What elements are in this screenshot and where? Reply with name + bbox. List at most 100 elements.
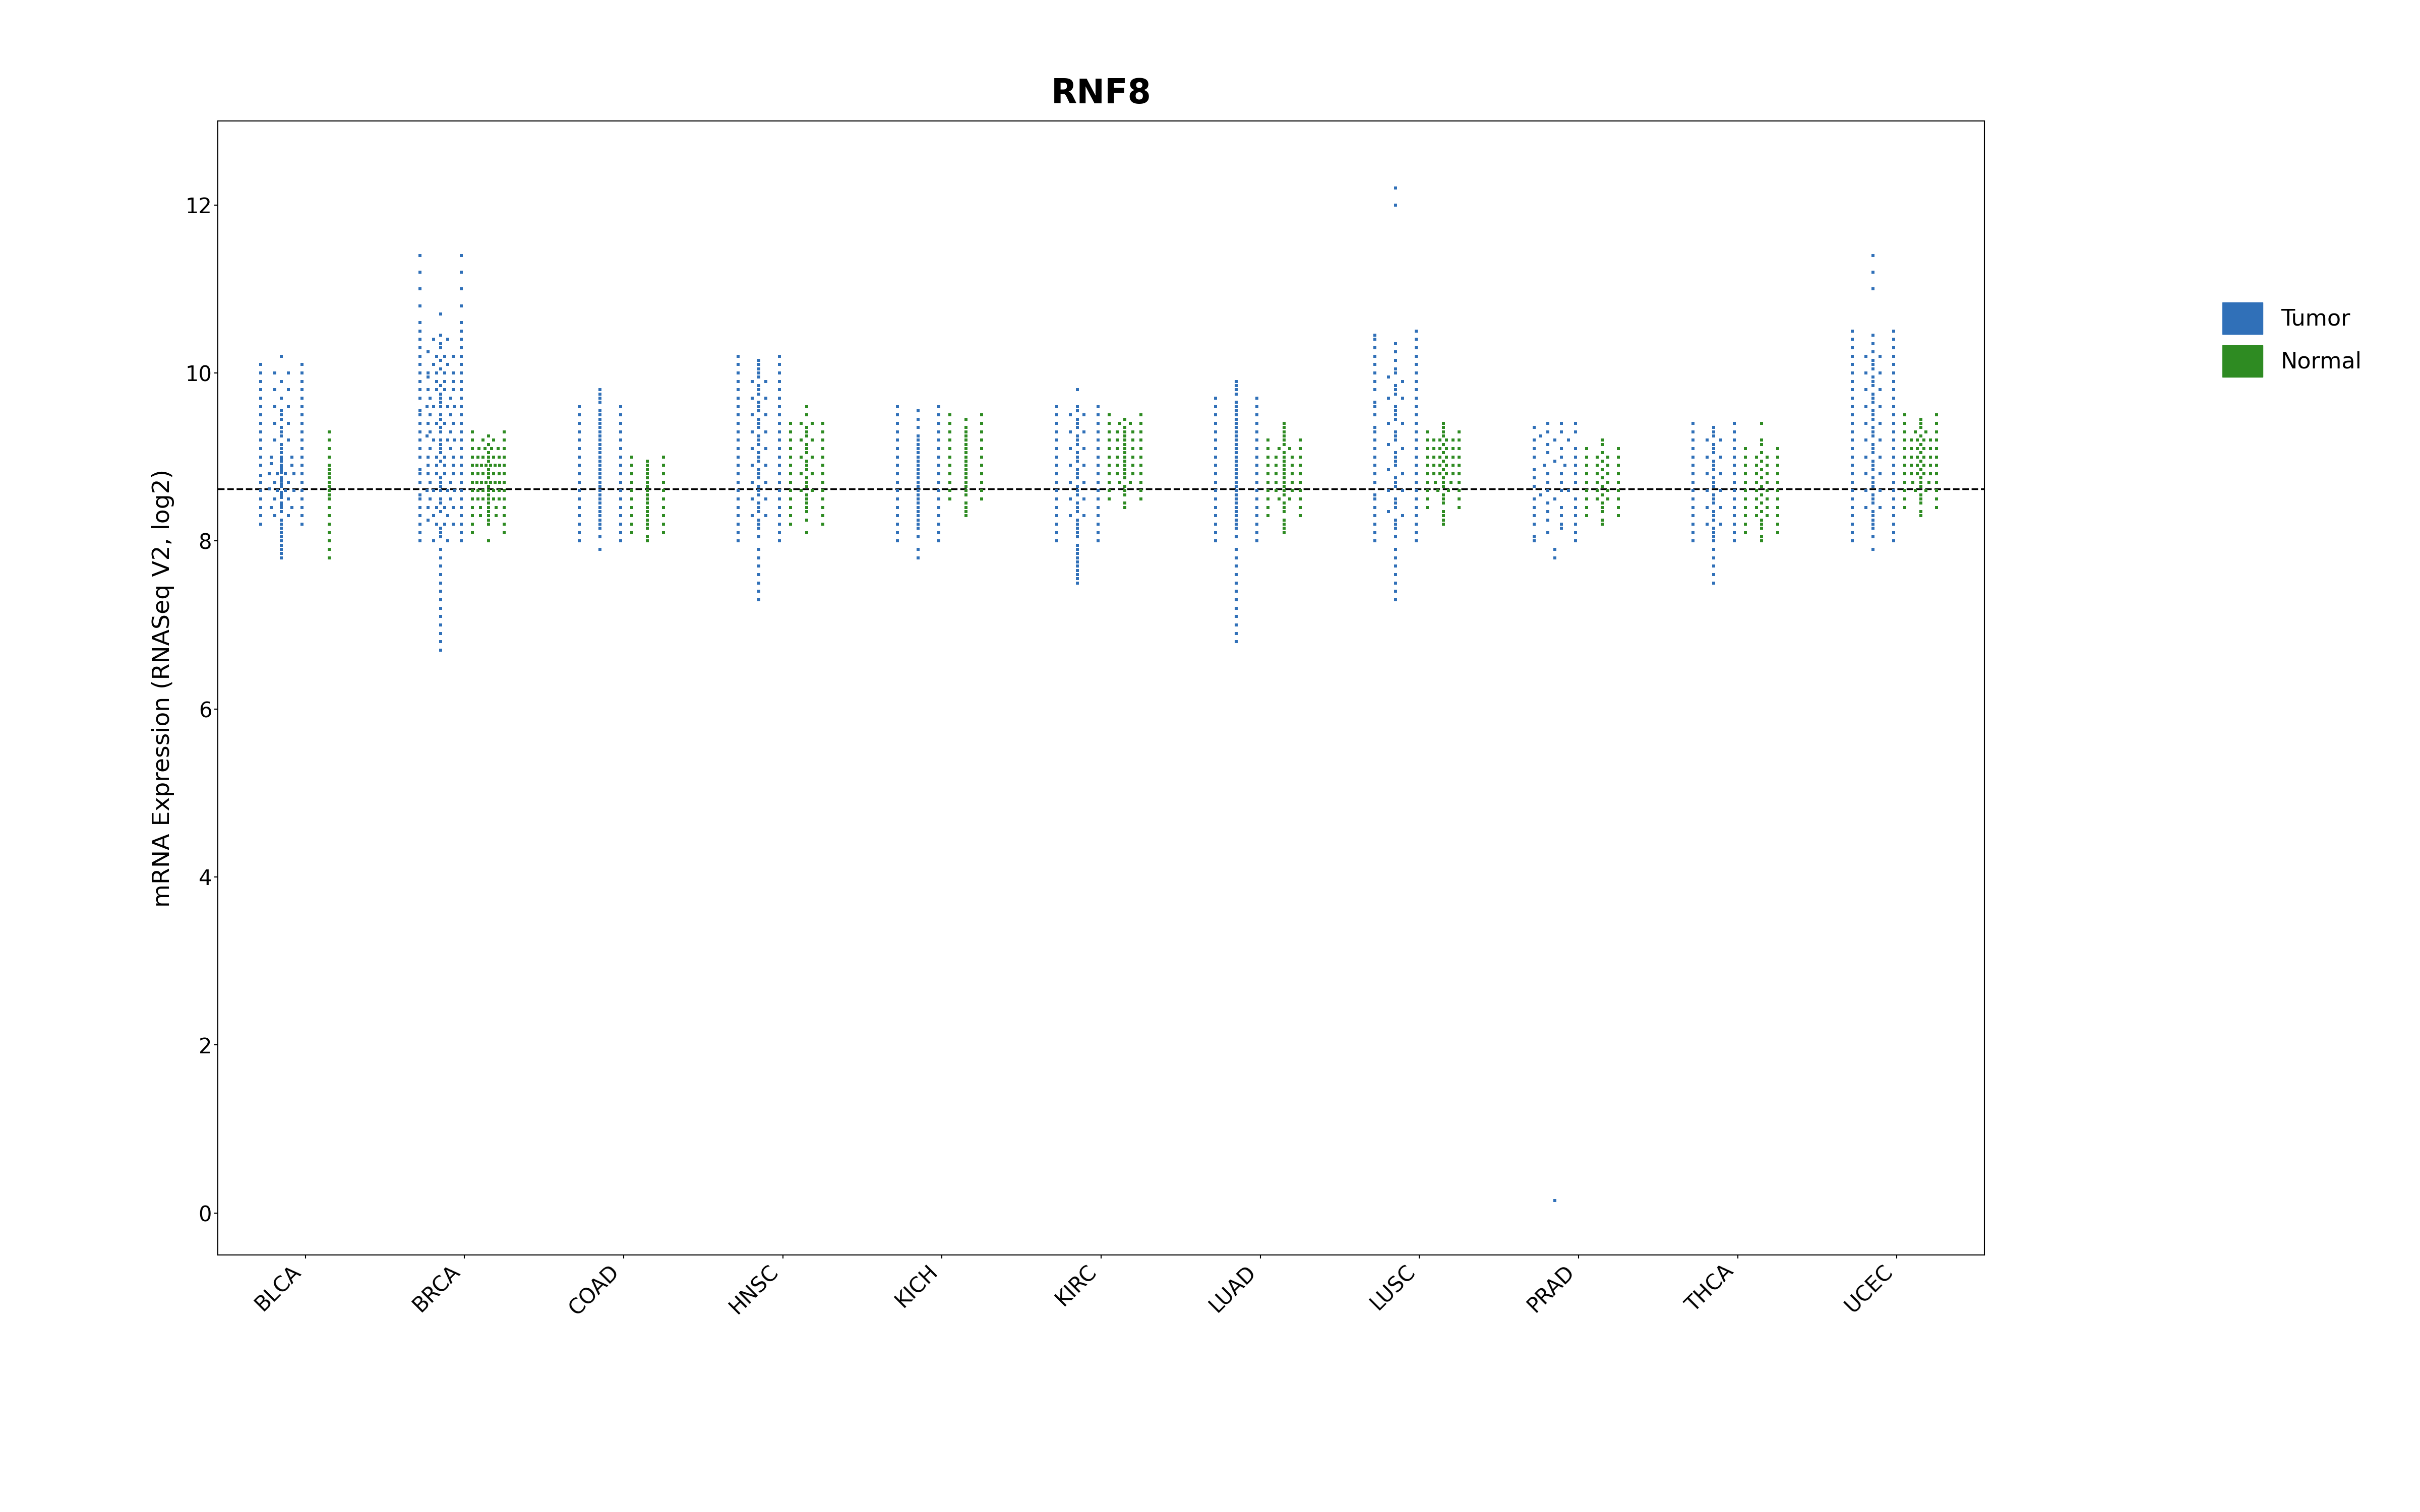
Point <box>1377 445 1416 469</box>
Point <box>261 420 300 445</box>
Point <box>1876 361 1914 386</box>
Point <box>1556 487 1595 511</box>
Point <box>1237 395 1275 419</box>
Point <box>436 478 474 502</box>
Point <box>421 499 460 523</box>
Point <box>411 470 450 494</box>
Point <box>878 461 917 485</box>
Point <box>1832 411 1871 435</box>
Point <box>581 432 620 457</box>
Point <box>409 454 448 478</box>
Point <box>1529 491 1568 516</box>
Point <box>612 520 651 544</box>
Point <box>1546 454 1585 478</box>
Point <box>1217 537 1256 561</box>
Point <box>794 428 832 452</box>
Point <box>469 461 508 485</box>
Point <box>581 503 620 528</box>
Point <box>600 487 639 511</box>
Point <box>443 437 482 461</box>
Point <box>1106 466 1145 490</box>
Point <box>1600 454 1638 478</box>
Point <box>946 423 985 448</box>
Point <box>1377 487 1416 511</box>
Point <box>1885 461 1924 485</box>
Point <box>283 420 322 445</box>
Point <box>421 357 460 381</box>
Point <box>946 503 985 528</box>
Point <box>453 513 491 537</box>
Point <box>484 478 523 502</box>
Point <box>1897 461 1936 485</box>
Point <box>1515 416 1554 440</box>
Point <box>261 454 300 478</box>
Point <box>1440 428 1479 452</box>
Point <box>581 407 620 431</box>
Point <box>1556 496 1595 520</box>
Point <box>1120 461 1159 485</box>
Point <box>1430 478 1469 502</box>
Point <box>581 449 620 473</box>
Point <box>1106 491 1145 516</box>
Point <box>733 402 772 426</box>
Point <box>1217 621 1256 646</box>
Point <box>1529 499 1568 523</box>
Point <box>465 445 503 469</box>
Point <box>963 402 1002 426</box>
Point <box>1396 529 1435 553</box>
Point <box>1079 420 1118 445</box>
Point <box>1738 503 1776 528</box>
Point <box>629 503 668 528</box>
Point <box>1089 411 1128 435</box>
Point <box>600 470 639 494</box>
Point <box>1058 534 1096 558</box>
Point <box>760 402 799 426</box>
Point <box>269 487 307 511</box>
Point <box>794 411 832 435</box>
Point <box>1355 369 1394 393</box>
Point <box>719 454 757 478</box>
Point <box>760 487 799 511</box>
Point <box>1396 470 1435 494</box>
Point <box>745 386 784 410</box>
Point <box>1355 327 1394 351</box>
Point <box>457 445 496 469</box>
Point <box>453 437 491 461</box>
Point <box>786 482 825 507</box>
Point <box>1742 529 1781 553</box>
Point <box>1675 487 1713 511</box>
Point <box>946 466 985 490</box>
Point <box>453 454 491 478</box>
Point <box>283 369 322 393</box>
Point <box>741 357 779 381</box>
Point <box>1861 445 1900 469</box>
Point <box>1694 520 1733 544</box>
Point <box>261 455 300 479</box>
Point <box>1217 458 1256 482</box>
Point <box>1249 428 1287 452</box>
Point <box>469 496 508 520</box>
Point <box>644 513 682 537</box>
Point <box>1396 378 1435 402</box>
Point <box>421 537 460 561</box>
Point <box>1058 550 1096 575</box>
Point <box>1217 516 1256 540</box>
Point <box>719 461 757 485</box>
Point <box>1396 520 1435 544</box>
Point <box>741 537 779 561</box>
Point <box>1876 345 1914 369</box>
Point <box>409 364 448 389</box>
Point <box>1701 428 1740 452</box>
Point <box>760 520 799 544</box>
Point <box>1742 458 1781 482</box>
Point <box>1694 525 1733 549</box>
Point <box>1058 466 1096 490</box>
Point <box>1396 411 1435 435</box>
Point <box>1738 445 1776 469</box>
Point <box>1832 520 1871 544</box>
Point <box>1716 445 1754 469</box>
Point <box>1217 437 1256 461</box>
Point <box>1861 428 1900 452</box>
Point <box>1742 499 1781 523</box>
Point <box>1217 513 1256 537</box>
